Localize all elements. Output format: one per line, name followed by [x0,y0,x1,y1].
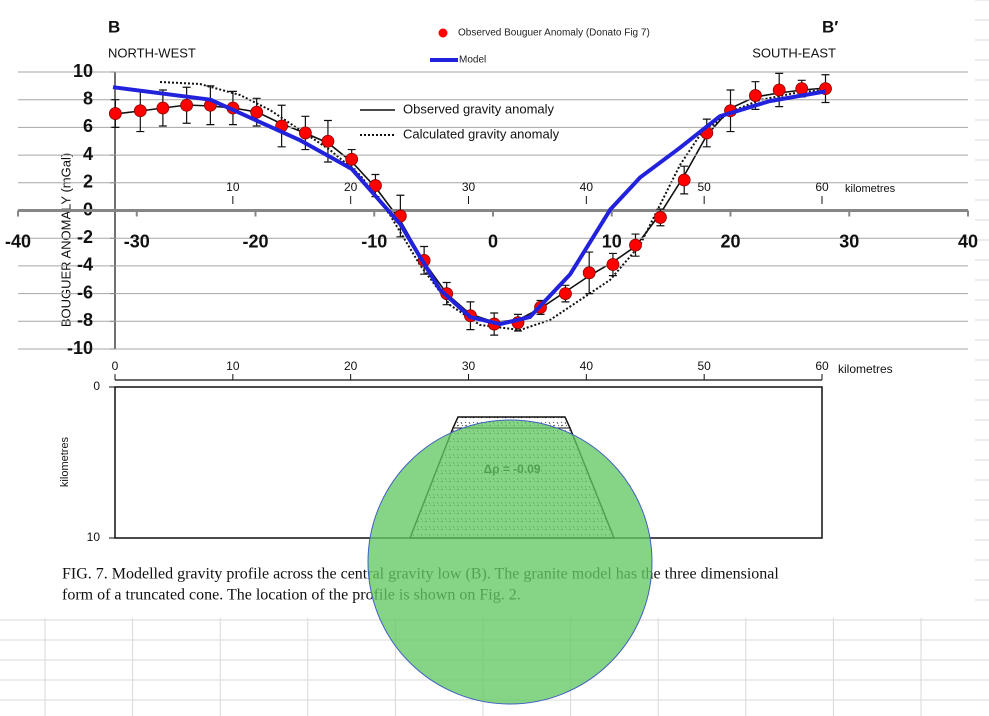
x-tick-label: 10 [602,231,622,251]
profile-end: B′ [822,17,838,36]
y-tick-label: 4 [83,144,93,164]
y-tick-label: -6 [77,282,93,302]
y-tick-label: 8 [83,88,93,108]
direction-right: SOUTH-EAST [752,45,836,60]
data-point [180,98,194,112]
data-point [250,105,264,119]
scan-tick-label: 0 [93,379,100,393]
y-tick-label: -4 [77,255,93,275]
x-tick-label: 40 [958,231,978,251]
scan-legend-text: Observed gravity anomaly [403,101,555,116]
data-point [606,258,620,271]
data-point [654,211,667,224]
x-tick-label: -20 [242,231,268,251]
x-tick-label: 30 [839,231,859,251]
model-line [112,85,826,327]
scan-tick-label: 50 [697,180,711,194]
x-tick-label: -30 [124,231,150,251]
scan-tick-label: 60 [815,359,829,373]
x-tick-label: 20 [720,231,740,251]
data-point [629,238,642,252]
data-point [582,266,596,280]
y-tick-label: -2 [77,227,93,247]
scan-unit: kilometres [845,183,896,195]
profile-start: B [108,17,120,36]
data-point [156,101,170,115]
data-point [749,89,762,102]
data-point [321,134,335,148]
scan-tick-label: 40 [580,180,594,194]
scan-tick-label: 60 [815,180,829,194]
scan-tick-label: 10 [226,180,240,194]
scan-unit: kilometres [838,362,893,376]
scan-tick-label: 20 [344,359,358,373]
legend-label: Observed Bouguer Anomaly (Donato Fig 7) [458,28,650,39]
y-tick-label: -8 [77,310,93,330]
direction-left: NORTH-WEST [108,45,196,60]
legend-marker [438,28,448,38]
data-point [108,107,122,120]
scan-tick-label: 30 [462,180,476,194]
data-point [677,173,691,187]
data-point [345,152,359,166]
data-point [298,126,312,140]
x-tick-label: -10 [361,231,387,251]
data-point [133,104,147,118]
scan-tick-label: 10 [226,359,240,373]
y-axis-title: BOUGUER ANOMALY (mGal) [58,153,73,327]
scan-tick-label: 20 [344,180,358,194]
scan-legend-text: Calculated gravity anomaly [403,126,560,141]
y-tick-label: 2 [83,172,93,192]
depth-axis-title: kilometres [59,436,71,487]
scan-tick-label: 0 [112,359,119,373]
x-tick-label: 0 [488,231,498,251]
y-tick-label: -10 [67,338,93,358]
scan-tick-label: 10 [87,530,101,544]
scan-tick-label: 40 [580,359,594,373]
data-point [559,287,572,301]
legend-label: Model [459,55,486,66]
y-tick-label: 6 [83,116,93,136]
scan-tick-label: 50 [697,359,711,373]
y-tick-label: 10 [73,61,93,81]
data-point [772,83,786,97]
chart: -10-8-6-4-20246810-40-30-20-10010203040O… [5,28,978,358]
data-point [369,179,382,192]
x-tick-label: -40 [5,231,31,251]
scan-tick-label: 30 [462,359,476,373]
highlight-circle [367,419,653,705]
